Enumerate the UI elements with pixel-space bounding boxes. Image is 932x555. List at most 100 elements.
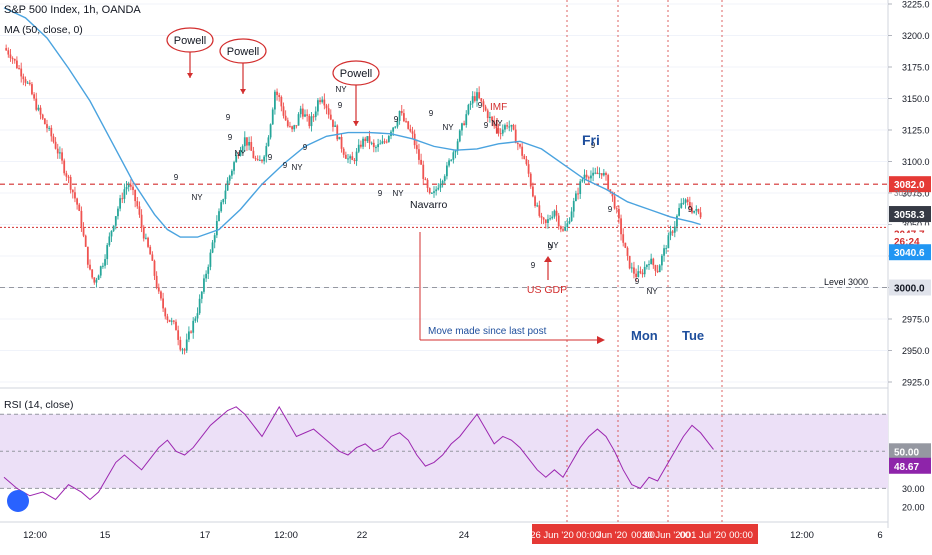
- candle-body: [579, 181, 582, 194]
- price-tick-label: 3225.0: [902, 0, 930, 10]
- nine-marker: 9: [531, 261, 536, 270]
- tag-rsi-level: 50.00: [894, 447, 919, 458]
- candle-body: [676, 215, 678, 227]
- candle-body: [93, 277, 96, 283]
- candle-body: [261, 159, 263, 162]
- candle-body: [643, 266, 646, 275]
- candle-body: [338, 136, 341, 140]
- candle-body: [446, 165, 448, 177]
- rsi-tick-label: 20.00: [902, 502, 925, 512]
- candle-body: [50, 127, 53, 137]
- candle-body: [639, 271, 642, 273]
- candle-body: [222, 199, 225, 203]
- candle-body: [106, 245, 109, 260]
- candle-body: [424, 178, 427, 180]
- candle-body: [56, 148, 59, 154]
- candle-body: [394, 126, 397, 128]
- candle-body: [16, 60, 18, 69]
- candle-body: [645, 264, 648, 267]
- candle-body: [254, 158, 257, 160]
- candle-body: [572, 200, 575, 212]
- candle-body: [168, 319, 171, 322]
- candle-body: [673, 226, 676, 233]
- candle-body: [239, 150, 242, 156]
- level-3000-label: Level 3000: [824, 277, 868, 287]
- imf-label: IMF: [490, 102, 507, 113]
- candle-body: [534, 196, 536, 206]
- candle-body: [306, 114, 309, 116]
- nine-marker: 9: [478, 101, 483, 110]
- day-label-tue: Tue: [682, 328, 704, 343]
- nine-marker: 9: [283, 161, 288, 170]
- candle-body: [289, 126, 291, 128]
- candle-body: [31, 84, 33, 95]
- rsi-legend: RSI (14, close): [4, 399, 74, 411]
- nine-marker: 9: [688, 205, 693, 214]
- candle-body: [564, 227, 567, 231]
- candle-body: [35, 98, 38, 110]
- powell-arrowhead: [187, 73, 193, 78]
- candle-body: [491, 116, 493, 121]
- candle-body: [200, 291, 203, 299]
- candle-body: [547, 219, 549, 223]
- time-tick-label: 15: [100, 530, 111, 541]
- candle-body: [218, 211, 220, 222]
- candle-body: [312, 116, 315, 118]
- candle-body: [656, 270, 659, 273]
- tag-ma-value: 3040.6: [894, 248, 925, 259]
- candle-body: [334, 125, 336, 127]
- candle-body: [519, 144, 521, 147]
- candle-body: [39, 107, 42, 115]
- candle-body: [151, 254, 154, 261]
- time-tick-label: 12:00: [23, 530, 47, 541]
- candle-body: [308, 115, 311, 127]
- candle-body: [299, 108, 302, 115]
- candle-body: [553, 210, 556, 217]
- candle-body: [364, 138, 367, 142]
- candle-body: [192, 320, 195, 333]
- candle-body: [383, 141, 386, 143]
- candle-body: [241, 146, 244, 151]
- price-axis: 2925.02950.02975.03000.03025.03050.03075…: [888, 0, 931, 512]
- candle-body: [274, 91, 276, 110]
- candle-body: [577, 193, 579, 195]
- nine-marker: 9: [591, 141, 596, 150]
- candle-body: [48, 127, 51, 129]
- candle-body: [224, 190, 227, 200]
- candle-body: [415, 145, 418, 150]
- candle-body: [256, 159, 259, 161]
- candle-body: [555, 210, 558, 216]
- candle-body: [28, 82, 31, 85]
- candle-body: [9, 54, 12, 59]
- candle-body: [63, 160, 66, 174]
- candle-body: [91, 269, 94, 278]
- candle-body: [271, 109, 274, 125]
- candle-body: [512, 124, 515, 130]
- nine-marker: 9: [174, 173, 179, 182]
- time-tick-label: 12:00: [274, 530, 298, 541]
- candle-body: [99, 266, 102, 276]
- candle-body: [540, 215, 543, 218]
- candle-body: [112, 225, 115, 231]
- candle-body: [450, 159, 453, 161]
- candle-body: [181, 349, 184, 351]
- powell-label: Powell: [174, 35, 206, 47]
- candle-body: [525, 159, 528, 165]
- candle-body: [538, 205, 541, 216]
- candle-body: [233, 162, 235, 171]
- candle-body: [536, 205, 539, 207]
- nine-marker: 9: [228, 133, 233, 142]
- candle-body: [613, 196, 616, 209]
- price-tick-label: 3150.0: [902, 94, 930, 104]
- rsi-line: [3, 405, 714, 501]
- candle-body: [138, 206, 141, 215]
- tradingview-logo-icon[interactable]: [7, 490, 29, 512]
- candle-body: [686, 199, 689, 203]
- navarro-label: Navarro: [410, 199, 448, 211]
- candle-body: [157, 287, 160, 292]
- candle-body: [594, 172, 597, 174]
- candle-body: [147, 237, 149, 247]
- candle-body: [448, 160, 450, 166]
- candle-body: [418, 149, 420, 160]
- candle-body: [104, 259, 106, 266]
